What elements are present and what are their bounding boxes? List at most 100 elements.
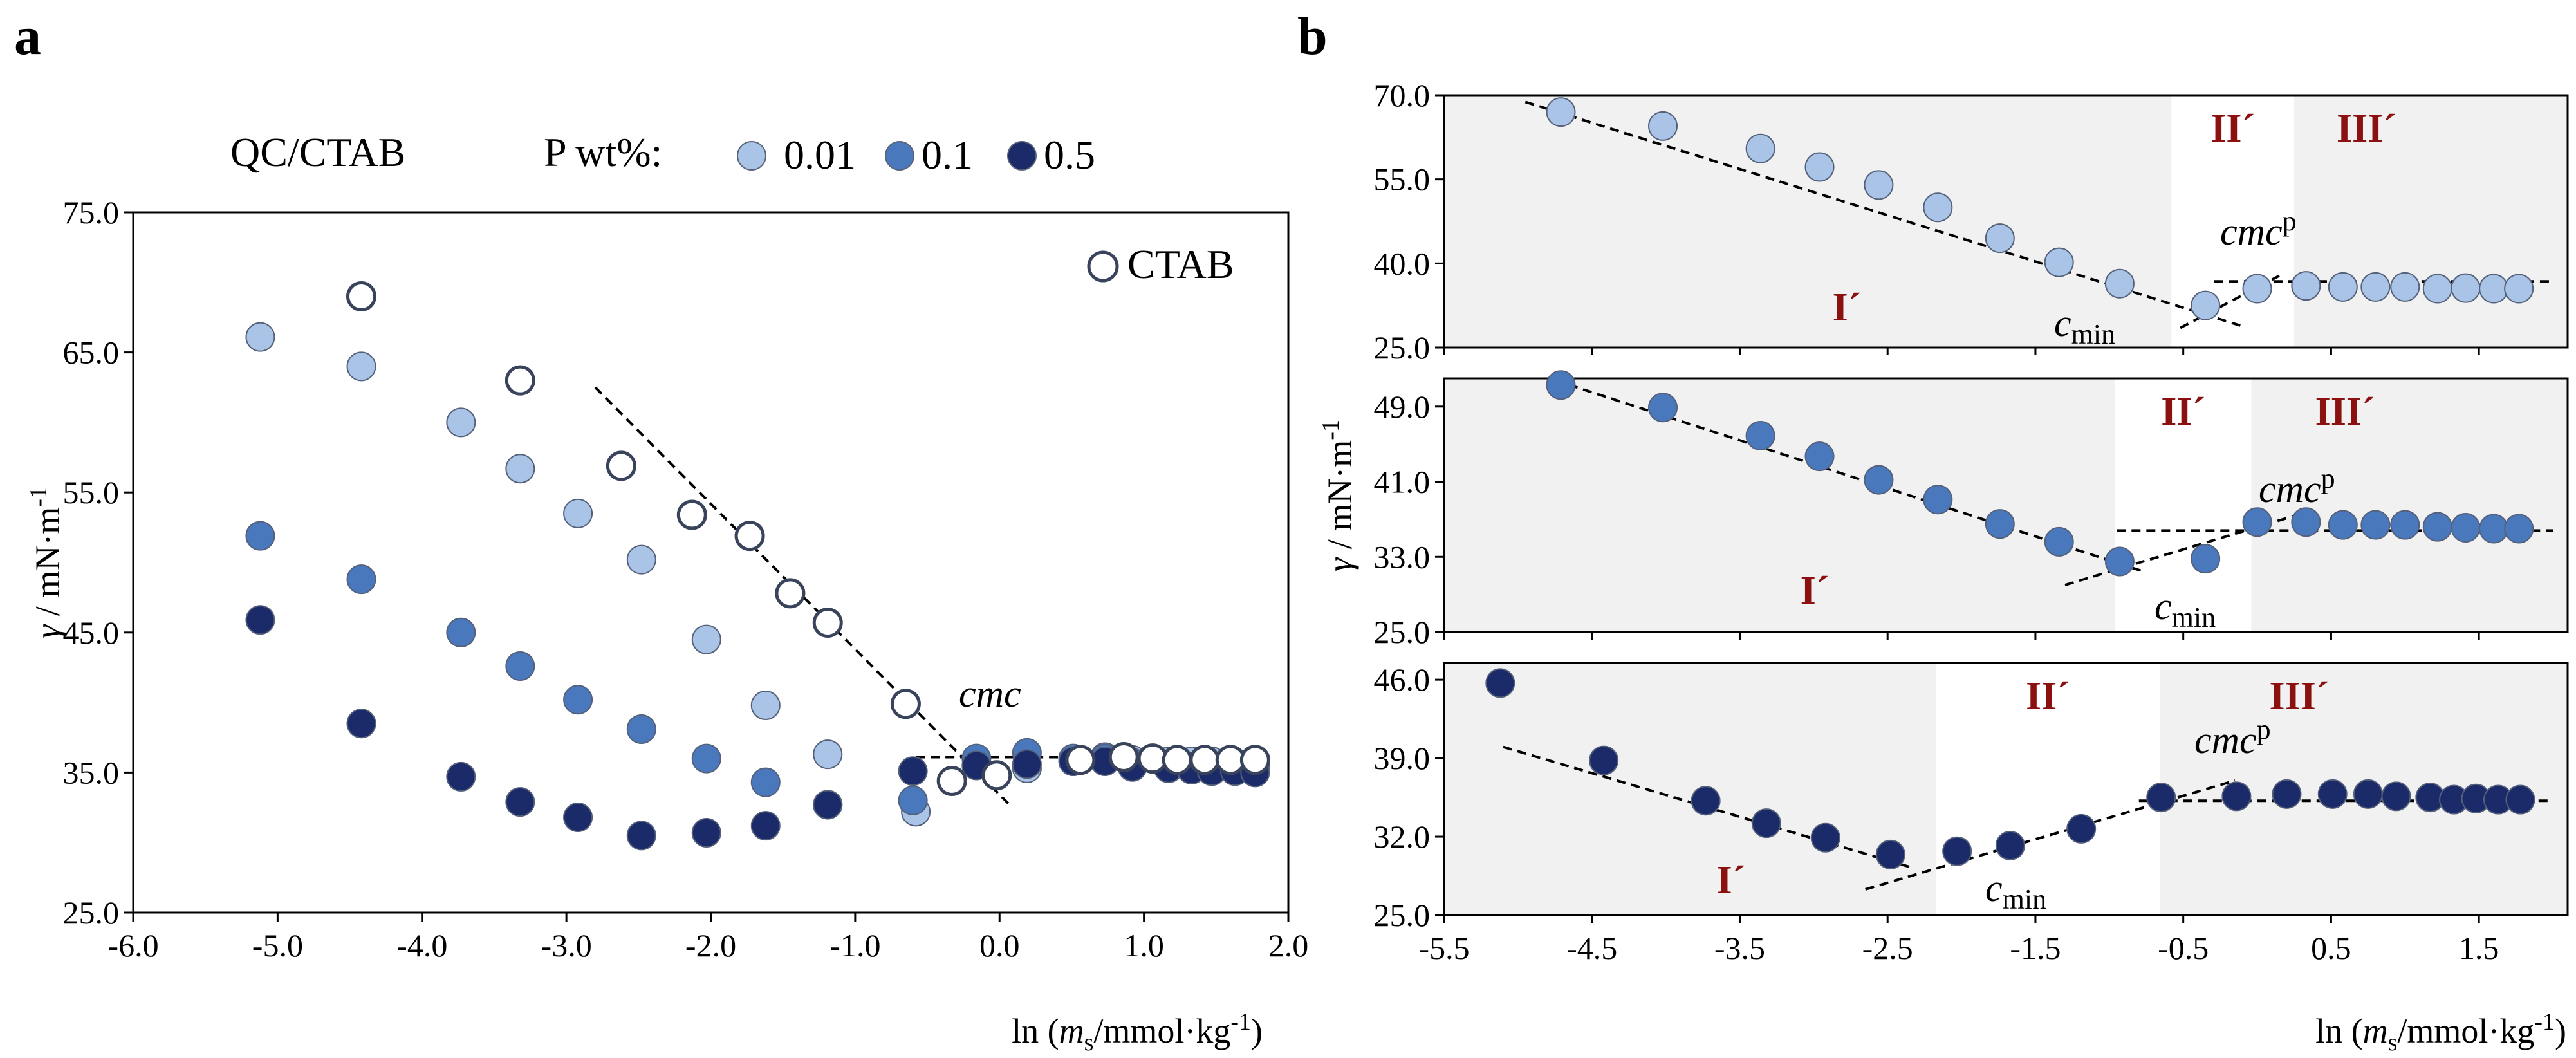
x-tick-label: 0.0 bbox=[979, 927, 1020, 963]
data-point-0.5 bbox=[2353, 779, 2383, 809]
y-axis-label: γ / mN·m-1 bbox=[25, 487, 67, 638]
data-point-0.01 bbox=[2390, 272, 2420, 302]
x-tick-label: -3.0 bbox=[541, 927, 592, 963]
data-point-0.5 bbox=[245, 605, 275, 635]
data-point-0.1 bbox=[750, 767, 781, 797]
x-tick-label: 1.5 bbox=[2459, 930, 2499, 966]
x-tick-label: 1.0 bbox=[1124, 927, 1164, 963]
data-point-0.1 bbox=[446, 617, 476, 647]
region-i-label: I´ bbox=[1833, 286, 1862, 329]
data-point-0.01 bbox=[2044, 247, 2074, 277]
x-tick-label: -5.5 bbox=[1418, 930, 1469, 966]
data-point-0.01 bbox=[1923, 192, 1953, 223]
data-point-0.5 bbox=[446, 761, 476, 792]
data-point-0.01 bbox=[1745, 133, 1775, 163]
data-point-0.01 bbox=[346, 351, 376, 382]
data-point-ctab bbox=[734, 521, 765, 552]
cmin-label: cmin bbox=[2154, 585, 2216, 633]
legend-marker-0.5 bbox=[1007, 141, 1037, 171]
data-point-0.01 bbox=[1985, 223, 2015, 254]
y-tick-label: 40.0 bbox=[1374, 245, 1431, 281]
data-point-0.5 bbox=[1485, 668, 1515, 698]
legend-label-0.01: 0.01 bbox=[784, 132, 856, 178]
data-point-0.01 bbox=[563, 498, 593, 528]
legend-title: P wt%: bbox=[544, 129, 662, 175]
data-point-0.1 bbox=[2242, 507, 2272, 537]
region-iii-label: III´ bbox=[2315, 390, 2375, 434]
panel-b-letter: b bbox=[1297, 6, 1328, 66]
y-tick-label: 45.0 bbox=[63, 615, 120, 651]
data-point-0.01 bbox=[2328, 272, 2358, 302]
data-point-0.1 bbox=[1864, 465, 1894, 495]
data-point-0.01 bbox=[1804, 152, 1835, 182]
region-iii-background bbox=[2293, 95, 2568, 348]
panel-a: 25.0 35.0 45.0 55.0 65.0 75.0 -6.0 -5.0 -4.0 -3.0… bbox=[25, 141, 1309, 1056]
data-point-0.01 bbox=[2504, 274, 2534, 304]
data-point-ctab bbox=[775, 578, 806, 609]
legend-marker-ctab bbox=[1087, 250, 1119, 283]
y-tick-label: 39.0 bbox=[1374, 740, 1431, 776]
data-point-0.5 bbox=[691, 817, 721, 848]
data-point-0.1 bbox=[691, 743, 721, 774]
data-point-0.5 bbox=[2221, 781, 2252, 812]
legend-label-ctab: CTAB bbox=[1127, 241, 1234, 287]
fit-line bbox=[594, 386, 1010, 804]
data-point-0.5 bbox=[1995, 830, 2025, 860]
x-tick-label: -5.0 bbox=[252, 927, 303, 963]
data-point-ctab bbox=[890, 689, 921, 719]
data-point-0.1 bbox=[245, 521, 275, 551]
legend-marker-0.1 bbox=[885, 141, 914, 171]
data-point-0.01 bbox=[2291, 271, 2321, 301]
data-point-0.1 bbox=[1546, 370, 1576, 400]
subplot-frame bbox=[1443, 94, 2569, 349]
data-point-0.01 bbox=[505, 454, 535, 484]
data-point-0.01 bbox=[2191, 290, 2221, 320]
data-point-0.01 bbox=[626, 544, 656, 575]
region-iii-label: III´ bbox=[2269, 674, 2329, 718]
data-point-ctab bbox=[1137, 743, 1168, 774]
region-i-background bbox=[1444, 95, 2172, 348]
x-tick-label: 2.0 bbox=[1268, 927, 1309, 963]
fit-line bbox=[2064, 513, 2299, 586]
y-tick-label: 25.0 bbox=[1374, 614, 1431, 650]
data-point-0.5 bbox=[1875, 839, 1905, 869]
data-point-0.1 bbox=[1923, 485, 1953, 515]
x-tick-label: -6.0 bbox=[107, 927, 158, 963]
data-point-0.5 bbox=[626, 821, 656, 851]
x-tick-label: 0.5 bbox=[2311, 930, 2351, 966]
subplot-0.5: 25.0 32.0 39.0 46.0 I´ II´ III´ cmin cmcp bbox=[1374, 662, 2569, 933]
data-point-0.5 bbox=[813, 790, 843, 820]
data-point-0.1 bbox=[2422, 512, 2452, 542]
data-point-0.1 bbox=[2360, 510, 2391, 540]
x-tick-label: -4.0 bbox=[396, 927, 447, 963]
data-point-0.1 bbox=[2291, 507, 2321, 537]
data-point-0.5 bbox=[2505, 784, 2535, 815]
y-tick-label: 25.0 bbox=[1374, 329, 1431, 366]
data-point-0.5 bbox=[1012, 749, 1042, 779]
y-axis-label: γ / mN·m-1 bbox=[1317, 420, 1359, 571]
y-tick-label: 55.0 bbox=[63, 474, 120, 510]
data-point-0.01 bbox=[2242, 274, 2272, 304]
data-point-0.01 bbox=[750, 690, 781, 720]
data-point-0.01 bbox=[245, 322, 275, 352]
data-point-0.5 bbox=[2381, 781, 2411, 812]
data-point-0.01 bbox=[2360, 272, 2391, 302]
data-point-0.01 bbox=[1546, 97, 1576, 127]
panel-a-letter: a bbox=[14, 6, 41, 66]
x-axis-label: ln (ms/mmol·kg-1) bbox=[1012, 1008, 1263, 1056]
data-point-0.5 bbox=[1691, 786, 1721, 816]
data-point-0.1 bbox=[2390, 510, 2420, 540]
legend-label-0.5: 0.5 bbox=[1044, 132, 1095, 178]
y-tick-label: 70.0 bbox=[1374, 77, 1431, 113]
data-point-ctab bbox=[1239, 745, 1270, 775]
x-tick-label: -2.0 bbox=[685, 927, 736, 963]
data-point-ctab bbox=[606, 450, 636, 481]
data-point-0.01 bbox=[1648, 111, 1678, 141]
fit-line bbox=[1865, 779, 2236, 891]
x-tick-label: -1.0 bbox=[829, 927, 880, 963]
region-iii-label: III´ bbox=[2337, 107, 2396, 151]
data-point-0.1 bbox=[898, 785, 928, 815]
data-point-0.01 bbox=[813, 739, 843, 770]
